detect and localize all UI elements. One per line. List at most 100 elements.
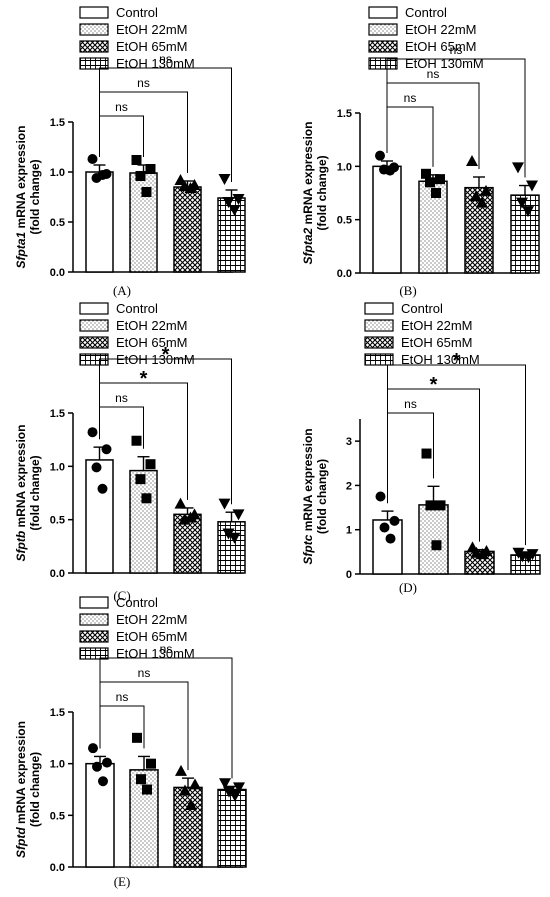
- bar-1: [372, 165, 402, 274]
- y-tick-label: 1.5: [337, 108, 352, 120]
- chart-panel-4: Control EtOH 22mM EtOH 65mM EtOH 130mM 0 1 2 3 S…: [301, 301, 541, 595]
- y-tick-label: 1.0: [50, 167, 65, 179]
- data-point: [222, 197, 235, 208]
- y-tick-label: 1.0: [337, 161, 352, 173]
- data-point: [421, 448, 432, 459]
- panel-label: (A): [113, 283, 131, 298]
- legend-label: Control: [405, 5, 447, 20]
- y-axis-label-suffix: mRNA expression: [14, 721, 28, 827]
- data-point: [92, 761, 102, 772]
- legend-swatch: [79, 302, 109, 315]
- data-point: [229, 790, 241, 802]
- y-tick-label: 0.5: [50, 810, 65, 822]
- legend-label: EtOH 22mM: [116, 318, 188, 333]
- legend-swatch: [79, 613, 109, 626]
- legend-swatch: [79, 23, 109, 36]
- y-axis-label: Sfptc mRNA expression: [301, 428, 315, 564]
- legend-swatch: [79, 336, 109, 349]
- significance-label: *: [140, 368, 148, 390]
- data-point: [431, 188, 441, 198]
- y-axis-label-line2: (fold change): [315, 155, 329, 230]
- data-point: [218, 498, 231, 510]
- significance-label: ns: [159, 52, 172, 66]
- data-point: [375, 150, 385, 161]
- y-axis-label-line2: (fold change): [315, 459, 329, 534]
- y-tick-label: 0.0: [50, 267, 65, 279]
- bar-1: [85, 459, 114, 574]
- data-point: [379, 522, 390, 533]
- data-point: [389, 515, 400, 526]
- legend-label: EtOH 65mM: [401, 335, 473, 350]
- data-point: [476, 196, 488, 208]
- y-axis-label: Sfpta1 mRNA expression: [14, 126, 28, 269]
- legend-label: EtOH 22mM: [116, 22, 188, 37]
- y-axis-gene: Sfpta1: [14, 231, 28, 268]
- significance-bracket: [99, 657, 233, 779]
- bar-4: [510, 554, 541, 575]
- data-point: [145, 459, 156, 470]
- y-axis-label-suffix: mRNA expression: [301, 428, 315, 534]
- significance-bracket: [387, 364, 526, 546]
- significance-bracket: [386, 106, 434, 167]
- y-axis-label: Sfptd mRNA expression: [14, 721, 28, 858]
- y-axis-label-suffix: mRNA expression: [301, 122, 315, 228]
- data-point: [232, 509, 245, 521]
- legend-swatch: [79, 596, 109, 609]
- legend-label: EtOH 130mM: [116, 56, 195, 71]
- data-point: [131, 155, 142, 165]
- y-axis-gene: Sfptc: [301, 534, 315, 564]
- legend-swatch: [364, 319, 394, 332]
- data-point: [98, 776, 108, 787]
- y-axis-label-line2: (fold change): [28, 752, 42, 827]
- data-point: [88, 743, 98, 754]
- legend-label: EtOH 130mM: [405, 56, 484, 71]
- significance-label: ns: [404, 397, 417, 411]
- data-point: [421, 168, 431, 179]
- legend-swatch: [368, 40, 398, 53]
- y-tick-label: 1.0: [50, 759, 65, 771]
- y-tick-label: 1.0: [50, 461, 65, 473]
- data-point: [476, 548, 489, 560]
- data-point: [97, 170, 108, 180]
- data-point: [385, 165, 395, 176]
- data-point: [91, 462, 102, 473]
- y-tick-label: 0.0: [50, 568, 65, 580]
- legend-label: EtOH 65mM: [116, 629, 188, 644]
- legend-swatch: [364, 353, 394, 366]
- panel-label: (D): [399, 580, 417, 595]
- data-point: [233, 782, 245, 794]
- data-point: [175, 764, 187, 776]
- legend-swatch: [79, 6, 109, 19]
- legend-swatch: [364, 336, 394, 349]
- legend-label: EtOH 65mM: [405, 39, 477, 54]
- significance-bracket: [386, 58, 526, 178]
- data-point: [184, 182, 197, 193]
- panel-label: (E): [114, 874, 131, 889]
- data-point: [223, 786, 235, 798]
- bar-1: [85, 171, 114, 273]
- data-point: [375, 491, 386, 502]
- legend-label: EtOH 65mM: [116, 335, 188, 350]
- legend-swatch: [368, 23, 398, 36]
- significance-label: ns: [116, 690, 129, 704]
- data-point: [174, 497, 187, 509]
- data-point: [87, 427, 98, 438]
- y-tick-label: 1: [346, 525, 352, 537]
- data-point: [219, 778, 231, 790]
- y-tick-label: 1.5: [50, 117, 65, 129]
- bar-2: [418, 504, 449, 575]
- chart-panel-5: Control EtOH 22mM EtOH 65mM EtOH 130mM 0.0 0.…: [14, 595, 247, 889]
- data-point: [135, 171, 146, 181]
- y-tick-label: 0.0: [50, 862, 65, 874]
- significance-label: *: [453, 350, 461, 372]
- y-tick-label: 0.5: [337, 215, 352, 227]
- data-point: [102, 757, 112, 768]
- significance-label: *: [162, 344, 170, 366]
- data-point: [470, 190, 482, 202]
- bar-3: [173, 786, 203, 868]
- data-point: [141, 493, 152, 504]
- data-point: [131, 435, 142, 446]
- panel-label: (B): [399, 283, 416, 298]
- legend-swatch: [79, 647, 109, 660]
- y-tick-label: 3: [346, 436, 352, 448]
